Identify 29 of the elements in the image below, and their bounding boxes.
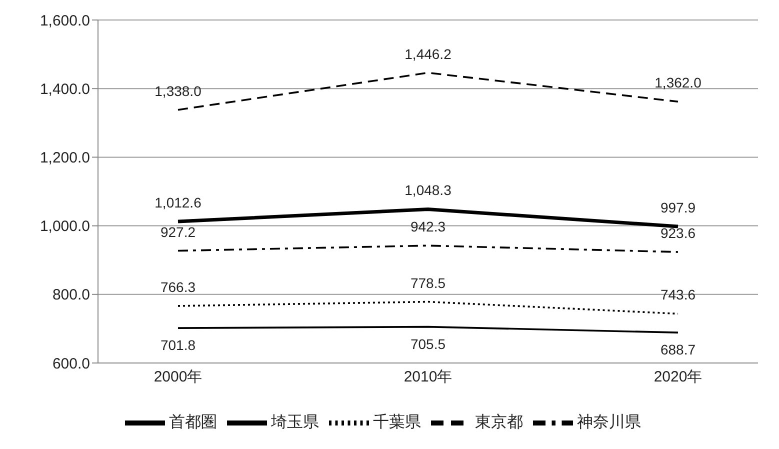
data-label: 997.9: [660, 200, 696, 216]
legend-label: 神奈川県: [577, 414, 641, 432]
legend-label: 首都圏: [169, 414, 217, 432]
y-tick-label: 1,600.0: [40, 12, 90, 30]
data-label: 705.5: [410, 336, 446, 352]
legend-label: 埼玉県: [271, 414, 319, 432]
x-tick-label: 2020年: [654, 368, 702, 386]
data-label: 927.2: [160, 224, 196, 240]
x-tick-label: 2000年: [154, 368, 202, 386]
x-tick-label: 2010年: [404, 368, 452, 386]
data-label: 1,048.3: [404, 182, 452, 198]
data-label: 743.6: [660, 286, 696, 303]
y-tick-label: 800.0: [52, 286, 90, 304]
legend-label: 千葉県: [373, 414, 421, 432]
data-label: 766.3: [160, 278, 196, 295]
y-tick-label: 1,400.0: [40, 80, 90, 98]
data-label: 1,012.6: [154, 194, 202, 210]
y-tick-label: 600.0: [52, 355, 90, 372]
legend-label: 東京都: [475, 414, 523, 432]
data-label: 778.5: [410, 274, 446, 291]
data-label: 942.3: [410, 218, 446, 235]
y-tick-label: 1,200.0: [40, 150, 90, 167]
data-label: 1,446.2: [404, 46, 452, 62]
data-label: 1,362.0: [654, 74, 702, 91]
y-tick-label: 1,000.0: [40, 218, 90, 236]
data-label: 1,338.0: [154, 82, 202, 99]
data-label: 688.7: [660, 342, 696, 358]
data-label: 701.8: [160, 337, 196, 354]
data-label: 923.6: [660, 225, 696, 242]
